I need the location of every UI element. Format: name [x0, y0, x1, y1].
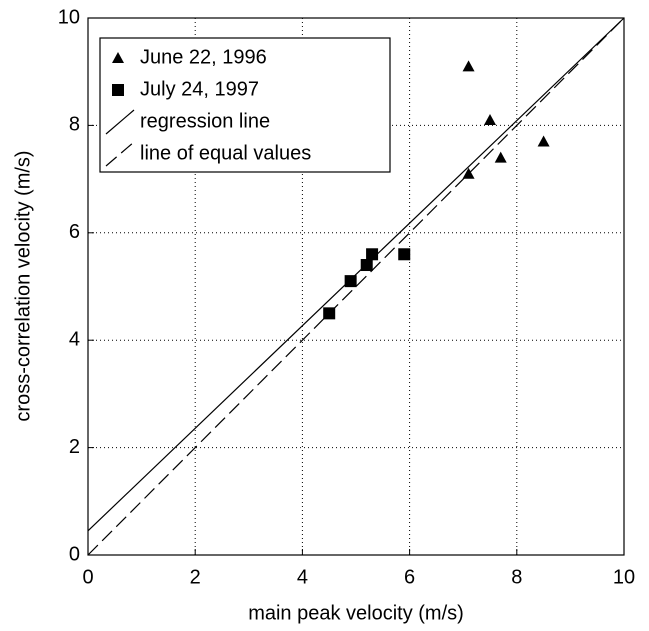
x-tick-label: 0 [82, 566, 93, 588]
legend-box [99, 37, 391, 173]
y-tick-label: 8 [69, 114, 80, 136]
point [344, 275, 357, 288]
legend-marker [112, 84, 124, 96]
point [366, 248, 379, 261]
y-axis-label: cross-correlation velocity (m/s) [12, 150, 34, 421]
legend-line [105, 141, 135, 167]
point [462, 60, 475, 72]
legend-label: July 24, 1997 [140, 78, 259, 100]
legend-label: line of equal values [140, 142, 311, 164]
legend-marker [112, 52, 124, 63]
point [494, 151, 507, 163]
x-tick-label: 4 [297, 566, 308, 588]
legend: June 22, 1996 July 24, 1997 regression lin… [99, 37, 391, 173]
y-tick-label: 4 [69, 328, 80, 350]
x-tick-label: 2 [190, 566, 201, 588]
y-tick-label: 0 [69, 543, 80, 565]
point [484, 114, 496, 126]
y-tick-label: 2 [69, 436, 80, 458]
plot-frame [87, 17, 625, 556]
legend-label: June 22, 1996 [140, 46, 267, 68]
point [462, 167, 475, 179]
legend-label: regression line [140, 110, 270, 132]
x-tick-label: 8 [511, 566, 522, 588]
x-axis-label: main peak velocity (m/s) [248, 602, 464, 624]
x-tick-label: 6 [404, 566, 415, 588]
y-tick-label: 10 [58, 6, 80, 28]
line [87, 17, 625, 556]
point [398, 248, 411, 261]
x-tick-label: 10 [613, 566, 635, 588]
legend-line [105, 109, 135, 135]
line [87, 17, 625, 532]
point [537, 135, 550, 147]
y-tick-label: 6 [69, 221, 80, 243]
